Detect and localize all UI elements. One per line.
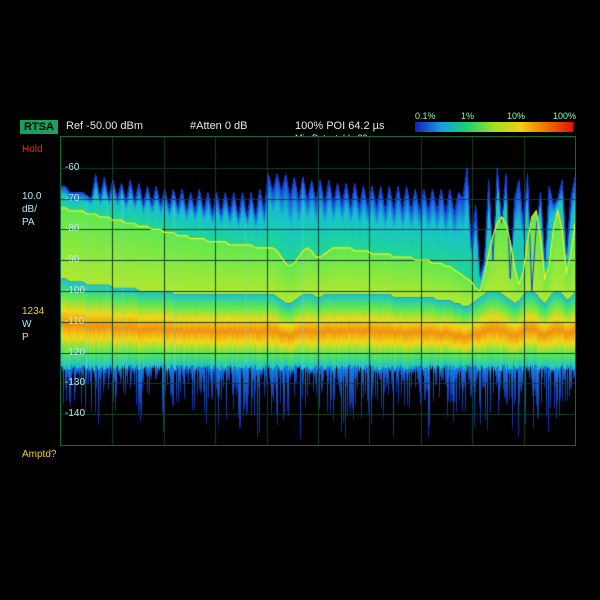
mode-badge: RTSA <box>20 120 58 134</box>
trace-index: 1234 <box>22 306 44 317</box>
legend-label: 100% <box>553 111 576 121</box>
spectrum-analyzer-panel: RTSA Ref -50.00 dBm #Atten 0 dB 100% POI… <box>20 120 580 460</box>
legend-label: 1% <box>461 111 474 121</box>
left-annotation-column: Hold 10.0 dB/ PA 1234 W P <box>20 136 60 446</box>
legend-label: 0.1% <box>415 111 436 121</box>
density-legend: 0.1%1%10%100% <box>415 122 573 132</box>
y-tick-label: -90 <box>65 254 79 265</box>
scale-unit: dB/ <box>22 204 37 215</box>
spectrum-plot: -60 -70 -80 -90 -100 -110 -120 -130 -140 <box>60 136 576 446</box>
hold-indicator: Hold <box>22 144 43 155</box>
y-tick-label: -70 <box>65 193 79 204</box>
attenuation-label: #Atten 0 dB <box>190 120 248 132</box>
scale-value: 10.0 <box>22 191 41 202</box>
y-tick-label: -80 <box>65 223 79 234</box>
y-tick-label: -100 <box>65 285 85 296</box>
w-label: W <box>22 319 31 330</box>
ref-level-label: Ref -50.00 dBm <box>66 120 143 132</box>
legend-label: 10% <box>507 111 525 121</box>
p-label: P <box>22 332 29 343</box>
y-tick-label: -60 <box>65 162 79 173</box>
y-tick-label: -130 <box>65 377 85 388</box>
density-canvas <box>61 137 575 445</box>
poi-label: 100% POI 64.2 µs <box>295 120 385 132</box>
y-tick-label: -110 <box>65 316 84 327</box>
y-tick-label: -120 <box>65 347 85 358</box>
y-tick-label: -140 <box>65 408 85 419</box>
pa-label: PA <box>22 217 35 228</box>
amptd-prompt[interactable]: Amptd? <box>22 449 56 460</box>
